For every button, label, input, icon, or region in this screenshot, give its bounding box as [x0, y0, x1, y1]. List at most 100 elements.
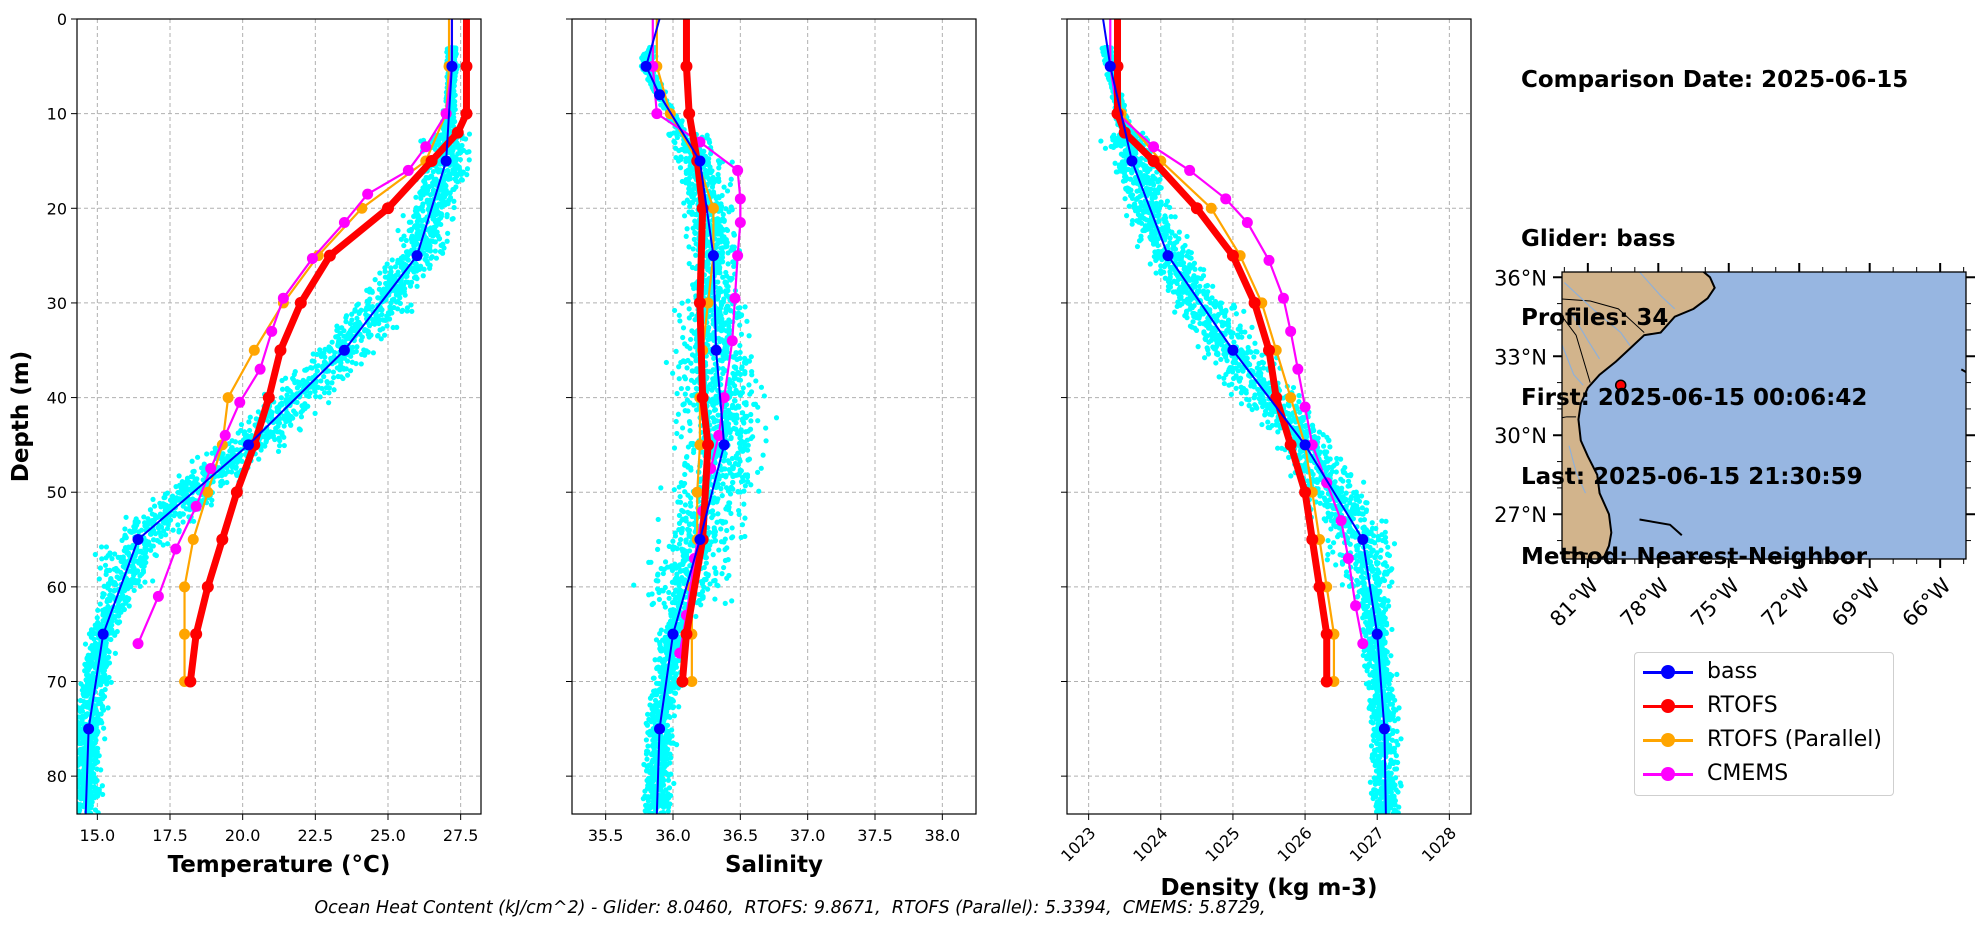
glider-point	[94, 615, 100, 621]
y-tick-label: 0	[57, 10, 67, 29]
glider-point	[87, 770, 94, 776]
glider-point	[687, 336, 694, 343]
glider-point	[655, 516, 661, 523]
glider-point	[720, 472, 726, 479]
glider-point	[731, 263, 737, 270]
glider-point	[409, 239, 415, 245]
glider-point	[377, 270, 383, 276]
glider-point	[417, 217, 423, 223]
glider-point	[150, 543, 156, 549]
glider-point	[147, 507, 154, 513]
glider-point	[94, 766, 100, 772]
glider-point	[100, 791, 106, 798]
glider-point	[142, 545, 148, 551]
glider-point	[80, 683, 86, 690]
glider-point	[105, 603, 111, 610]
glider-point	[441, 194, 447, 200]
glider-point	[645, 763, 651, 769]
glider-point	[173, 497, 179, 503]
glider-point	[266, 434, 272, 441]
glider-point	[200, 477, 206, 483]
glider-point	[662, 764, 668, 770]
glider-point	[728, 510, 734, 517]
glider-point	[682, 502, 689, 508]
glider-point	[726, 429, 732, 435]
glider-point	[394, 324, 400, 330]
glider-point	[150, 496, 156, 502]
glider-point	[751, 401, 757, 407]
glider-point	[667, 618, 674, 624]
glider-point	[674, 390, 680, 397]
series-point	[222, 392, 234, 404]
glider-point	[705, 586, 711, 592]
glider-point	[388, 300, 394, 306]
series-cmems	[132, 19, 458, 650]
glider-point	[690, 368, 696, 374]
glider-point	[374, 315, 380, 321]
glider-point	[108, 679, 114, 685]
glider-point	[95, 711, 101, 717]
glider-point	[658, 627, 664, 633]
glider-point	[120, 563, 126, 569]
glider-point	[302, 380, 308, 386]
glider-point	[691, 236, 697, 242]
glider-point	[706, 324, 712, 331]
glider-point	[94, 644, 101, 650]
glider-point	[670, 538, 676, 544]
glider-point	[87, 782, 93, 789]
glider-point	[672, 690, 679, 696]
glider-point	[680, 549, 686, 555]
glider-point	[718, 302, 725, 308]
glider-point	[682, 471, 688, 478]
glider-point	[720, 227, 726, 233]
glider-point	[321, 390, 328, 396]
glider-point	[101, 725, 107, 731]
glider-point	[337, 330, 343, 337]
glider-point	[742, 304, 748, 310]
glider-point	[228, 446, 234, 452]
glider-point	[284, 392, 290, 398]
glider-point	[93, 730, 100, 737]
glider-point	[120, 586, 126, 592]
x-tick-label: 22.5	[298, 826, 334, 845]
glider-point	[70, 791, 75, 796]
glider-point	[699, 581, 705, 587]
glider-point	[275, 429, 281, 435]
glider-point	[96, 576, 102, 582]
series-rtofs	[184, 19, 473, 688]
series-point	[152, 590, 164, 602]
glider-point	[678, 119, 685, 125]
glider-point	[401, 261, 407, 267]
glider-point	[285, 410, 291, 417]
glider-point	[421, 178, 427, 184]
series-point	[242, 439, 254, 451]
glider-point	[290, 392, 296, 398]
glider-point	[395, 257, 401, 263]
glider-point	[748, 435, 754, 442]
glider-point	[729, 525, 735, 531]
glider-point	[104, 596, 111, 603]
glider-point	[352, 308, 358, 314]
glider-point	[668, 755, 674, 761]
glider-point	[687, 203, 693, 210]
glider-point	[450, 147, 456, 153]
glider-point	[351, 328, 357, 334]
glider-point	[343, 319, 349, 325]
series-point	[219, 429, 231, 441]
glider-point	[84, 684, 90, 690]
glider-point	[692, 218, 698, 224]
glider-point	[79, 779, 85, 786]
glider-point	[719, 571, 725, 577]
glider-point	[458, 171, 465, 177]
glider-point	[745, 457, 751, 463]
glider-point	[97, 679, 104, 685]
glider-point	[644, 756, 650, 762]
glider-point	[420, 185, 426, 191]
glider-point	[364, 287, 370, 293]
glider-point	[80, 704, 86, 710]
glider-point	[331, 387, 337, 393]
glider-point	[665, 804, 672, 810]
glider-point	[189, 458, 195, 464]
glider-point	[298, 414, 305, 420]
glider-point	[703, 554, 710, 561]
